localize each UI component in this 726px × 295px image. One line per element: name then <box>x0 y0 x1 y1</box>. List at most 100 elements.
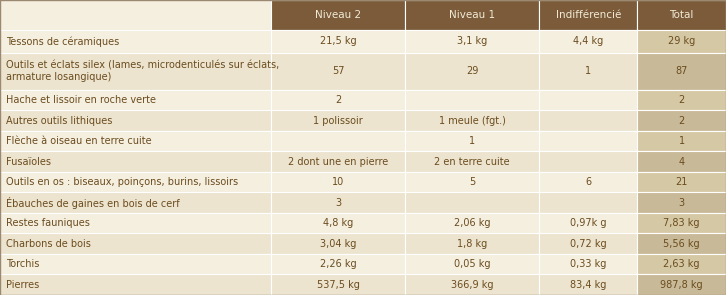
Text: Indifférencié: Indifférencié <box>555 10 621 20</box>
Text: 29 kg: 29 kg <box>668 36 696 46</box>
Text: 1: 1 <box>469 136 476 146</box>
Text: Outils en os : biseaux, poinçons, burins, lissoirs: Outils en os : biseaux, poinçons, burins… <box>6 177 238 187</box>
Text: Autres outils lithiques: Autres outils lithiques <box>6 116 113 126</box>
Text: 2: 2 <box>335 95 341 105</box>
Bar <box>539 0 637 30</box>
Text: 57: 57 <box>332 66 344 76</box>
Bar <box>637 192 726 213</box>
Bar <box>539 274 637 295</box>
Text: 2,06 kg: 2,06 kg <box>454 218 491 228</box>
Bar <box>271 213 405 233</box>
Bar <box>0 131 271 151</box>
Bar <box>0 192 271 213</box>
Bar <box>0 172 271 192</box>
Bar <box>539 233 637 254</box>
Text: 3: 3 <box>335 198 341 208</box>
Bar <box>637 0 726 30</box>
Text: 2,63 kg: 2,63 kg <box>664 259 700 269</box>
Text: 3,04 kg: 3,04 kg <box>319 239 356 249</box>
Bar <box>0 254 271 274</box>
Text: 4: 4 <box>679 157 685 167</box>
Bar <box>405 0 539 30</box>
Text: Flèche à oiseau en terre cuite: Flèche à oiseau en terre cuite <box>6 136 152 146</box>
Text: 3: 3 <box>679 198 685 208</box>
Text: 4,8 kg: 4,8 kg <box>323 218 353 228</box>
Bar <box>539 172 637 192</box>
Bar <box>539 213 637 233</box>
Bar <box>0 30 271 53</box>
Text: Tessons de céramiques: Tessons de céramiques <box>6 36 119 47</box>
Bar <box>405 53 539 90</box>
Bar <box>637 53 726 90</box>
Text: 83,4 kg: 83,4 kg <box>570 280 607 290</box>
Text: Outils et éclats silex (lames, microdenticulés sur éclats,
armature losangique): Outils et éclats silex (lames, microdent… <box>6 60 279 82</box>
Bar <box>271 172 405 192</box>
Text: Charbons de bois: Charbons de bois <box>6 239 91 249</box>
Bar <box>539 53 637 90</box>
Text: 2 dont une en pierre: 2 dont une en pierre <box>287 157 388 167</box>
Bar <box>539 254 637 274</box>
Bar <box>637 254 726 274</box>
Text: Fusaïoles: Fusaïoles <box>6 157 51 167</box>
Bar <box>539 131 637 151</box>
Text: 537,5 kg: 537,5 kg <box>317 280 359 290</box>
Bar <box>405 213 539 233</box>
Text: Pierres: Pierres <box>6 280 39 290</box>
Text: 2: 2 <box>679 116 685 126</box>
Text: Niveau 2: Niveau 2 <box>315 10 361 20</box>
Bar <box>0 53 271 90</box>
Text: Restes fauniques: Restes fauniques <box>6 218 90 228</box>
Text: 5: 5 <box>469 177 476 187</box>
Bar <box>539 90 637 110</box>
Text: 6: 6 <box>585 177 592 187</box>
Text: Torchis: Torchis <box>6 259 39 269</box>
Text: 0,97k g: 0,97k g <box>570 218 607 228</box>
Bar <box>0 90 271 110</box>
Bar <box>405 90 539 110</box>
Text: 0,72 kg: 0,72 kg <box>570 239 607 249</box>
Bar <box>637 90 726 110</box>
Text: Hache et lissoir en roche verte: Hache et lissoir en roche verte <box>6 95 156 105</box>
Text: 2: 2 <box>679 95 685 105</box>
Bar <box>637 233 726 254</box>
Text: 3,1 kg: 3,1 kg <box>457 36 487 46</box>
Bar <box>271 0 405 30</box>
Text: 29: 29 <box>466 66 478 76</box>
Bar <box>405 274 539 295</box>
Bar <box>0 274 271 295</box>
Bar <box>405 151 539 172</box>
Text: 0,33 kg: 0,33 kg <box>570 259 607 269</box>
Text: 5,56 kg: 5,56 kg <box>664 239 700 249</box>
Text: 1: 1 <box>585 66 592 76</box>
Bar <box>637 110 726 131</box>
Text: 21: 21 <box>675 177 688 187</box>
Bar <box>271 110 405 131</box>
Text: 7,83 kg: 7,83 kg <box>664 218 700 228</box>
Bar <box>405 30 539 53</box>
Text: 366,9 kg: 366,9 kg <box>451 280 494 290</box>
Text: 4,4 kg: 4,4 kg <box>574 36 603 46</box>
Bar <box>637 213 726 233</box>
Bar <box>271 233 405 254</box>
Bar <box>405 192 539 213</box>
Bar <box>271 90 405 110</box>
Bar <box>637 274 726 295</box>
Text: 0,05 kg: 0,05 kg <box>454 259 491 269</box>
Text: Total: Total <box>669 10 694 20</box>
Bar <box>0 0 271 30</box>
Bar <box>637 151 726 172</box>
Bar <box>405 110 539 131</box>
Text: 21,5 kg: 21,5 kg <box>319 36 356 46</box>
Bar <box>539 151 637 172</box>
Bar <box>637 131 726 151</box>
Bar <box>0 151 271 172</box>
Bar <box>405 233 539 254</box>
Bar <box>405 131 539 151</box>
Bar <box>0 110 271 131</box>
Bar <box>539 30 637 53</box>
Bar <box>271 274 405 295</box>
Bar <box>271 254 405 274</box>
Bar <box>271 192 405 213</box>
Bar <box>271 131 405 151</box>
Text: 1 polissoir: 1 polissoir <box>313 116 363 126</box>
